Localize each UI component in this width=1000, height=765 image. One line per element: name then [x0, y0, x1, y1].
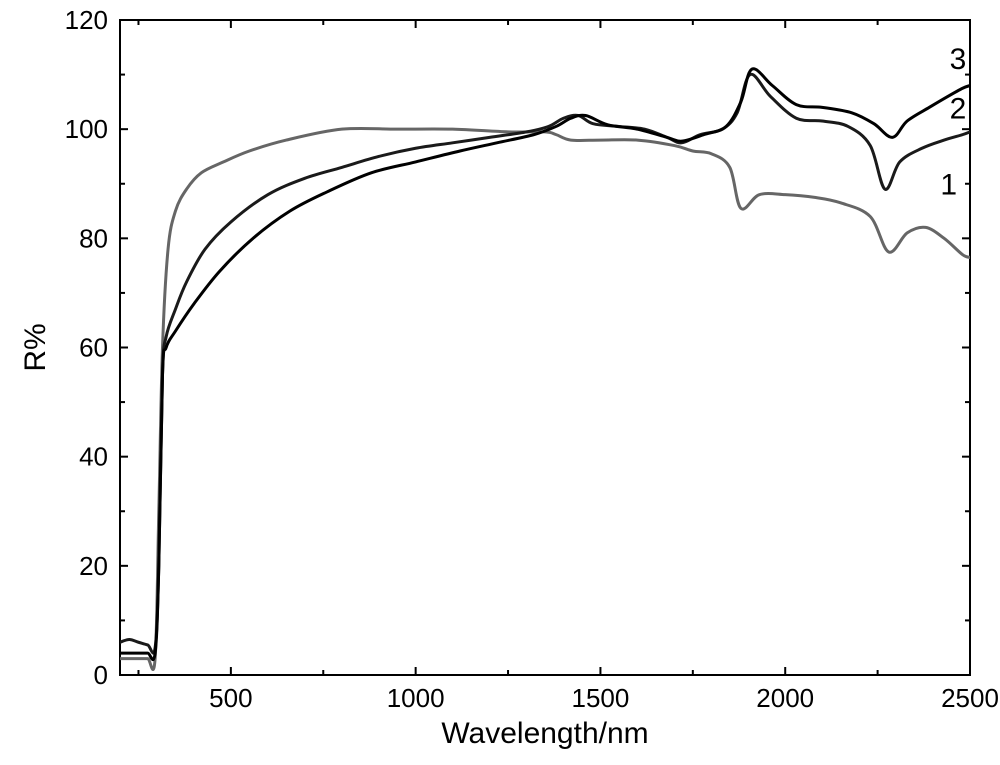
- y-tick-label: 20: [79, 551, 108, 581]
- x-tick-label: 2000: [756, 683, 814, 713]
- reflectance-chart: 500 1000 1500 2000 2500 0 20 40 60 80 100 120 Wavele…: [0, 0, 1000, 765]
- x-axis-title: Wavelength/nm: [441, 717, 648, 750]
- chart-container: 500 1000 1500 2000 2500 0 20 40 60 80 100 120 Wavele…: [0, 0, 1000, 765]
- series-label-3: 3: [950, 43, 967, 76]
- y-tick-label: 80: [79, 223, 108, 253]
- x-tick-label: 500: [209, 683, 252, 713]
- y-tick-label: 60: [79, 333, 108, 363]
- y-tick-label: 100: [65, 114, 108, 144]
- y-tick-label: 120: [65, 5, 108, 35]
- x-tick-label: 2500: [941, 683, 999, 713]
- series-label-2: 2: [950, 92, 967, 125]
- y-tick-label: 40: [79, 442, 108, 472]
- y-tick-label: 0: [94, 660, 108, 690]
- y-axis-title: R%: [19, 323, 52, 371]
- series-label-1: 1: [940, 169, 957, 202]
- x-tick-label: 1000: [387, 683, 445, 713]
- x-tick-label: 1500: [572, 683, 630, 713]
